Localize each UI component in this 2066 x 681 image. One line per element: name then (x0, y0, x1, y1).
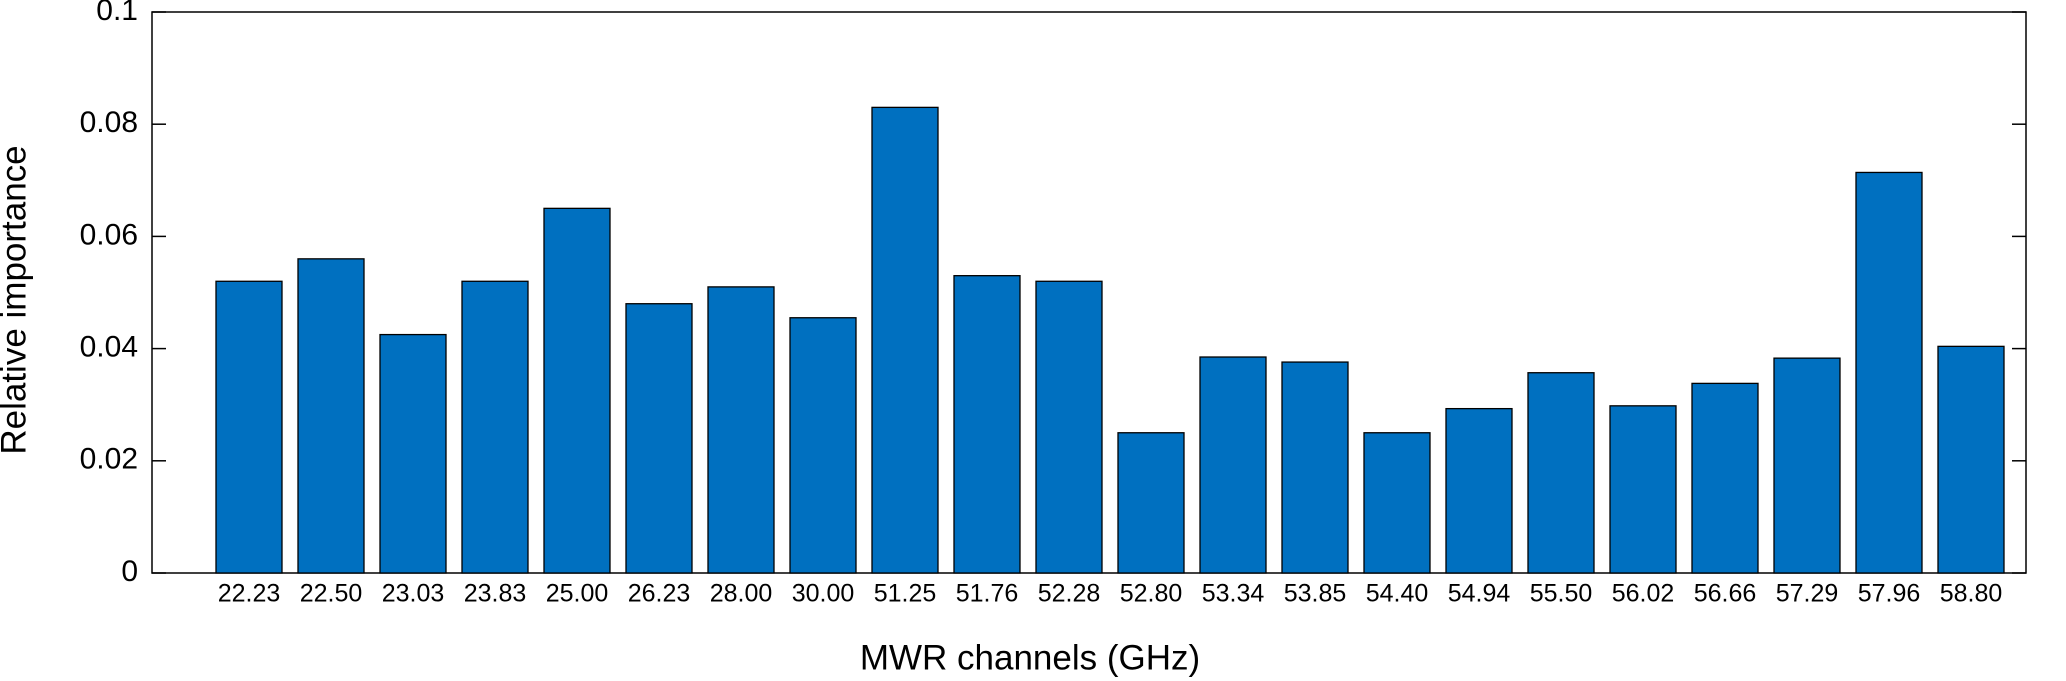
y-tick-label: 0.1 (96, 0, 138, 27)
y-tick-label: 0.04 (80, 331, 138, 364)
bar (1281, 361, 1349, 574)
x-tick-label: 30.00 (792, 580, 855, 608)
x-tick-label: 28.00 (710, 580, 773, 608)
bar (789, 317, 857, 574)
bar (543, 207, 611, 574)
x-tick-label: 23.03 (382, 580, 445, 608)
x-tick-label: 55.50 (1530, 580, 1593, 608)
y-tick-label: 0.02 (80, 443, 138, 476)
y-tick-label: 0 (121, 555, 138, 588)
bar (707, 286, 775, 574)
x-tick-label: 23.83 (464, 580, 527, 608)
x-tick-label: 56.02 (1612, 580, 1675, 608)
y-tick-label: 0.08 (80, 106, 138, 139)
y-axis-label: Relative importance (0, 145, 33, 454)
bar (1527, 372, 1595, 574)
x-tick-label: 58.80 (1940, 580, 2003, 608)
bar (953, 275, 1021, 574)
bar (1363, 432, 1431, 574)
bar (1199, 356, 1267, 574)
x-tick-label: 54.94 (1448, 580, 1511, 608)
bar (215, 280, 283, 574)
bar (1445, 407, 1513, 574)
y-tick-label: 0.06 (80, 218, 138, 251)
x-tick-label: 51.76 (956, 580, 1019, 608)
x-tick-label: 52.28 (1038, 580, 1101, 608)
bar (1691, 382, 1759, 574)
x-tick-label: 57.29 (1776, 580, 1839, 608)
bar (1773, 357, 1841, 574)
x-tick-label: 57.96 (1858, 580, 1921, 608)
x-tick-label: 26.23 (628, 580, 691, 608)
bar (297, 258, 365, 574)
x-tick-label: 53.34 (1202, 580, 1265, 608)
x-tick-label: 51.25 (874, 580, 937, 608)
bar (871, 106, 939, 574)
x-tick-label: 22.50 (300, 580, 363, 608)
bar (625, 303, 693, 574)
x-tick-label: 54.40 (1366, 580, 1429, 608)
x-axis-label: MWR channels (GHz) (860, 638, 1200, 677)
x-tick-label: 53.85 (1284, 580, 1347, 608)
bar (1937, 345, 2005, 574)
x-tick-label: 22.23 (218, 580, 281, 608)
bar (1035, 280, 1103, 574)
bar (1855, 171, 1923, 574)
x-tick-label: 56.66 (1694, 580, 1757, 608)
x-tick-label: 25.00 (546, 580, 609, 608)
bar (1609, 405, 1677, 574)
bar (461, 280, 529, 574)
bar (1117, 432, 1185, 574)
bar (379, 333, 447, 574)
x-tick-label: 52.80 (1120, 580, 1183, 608)
